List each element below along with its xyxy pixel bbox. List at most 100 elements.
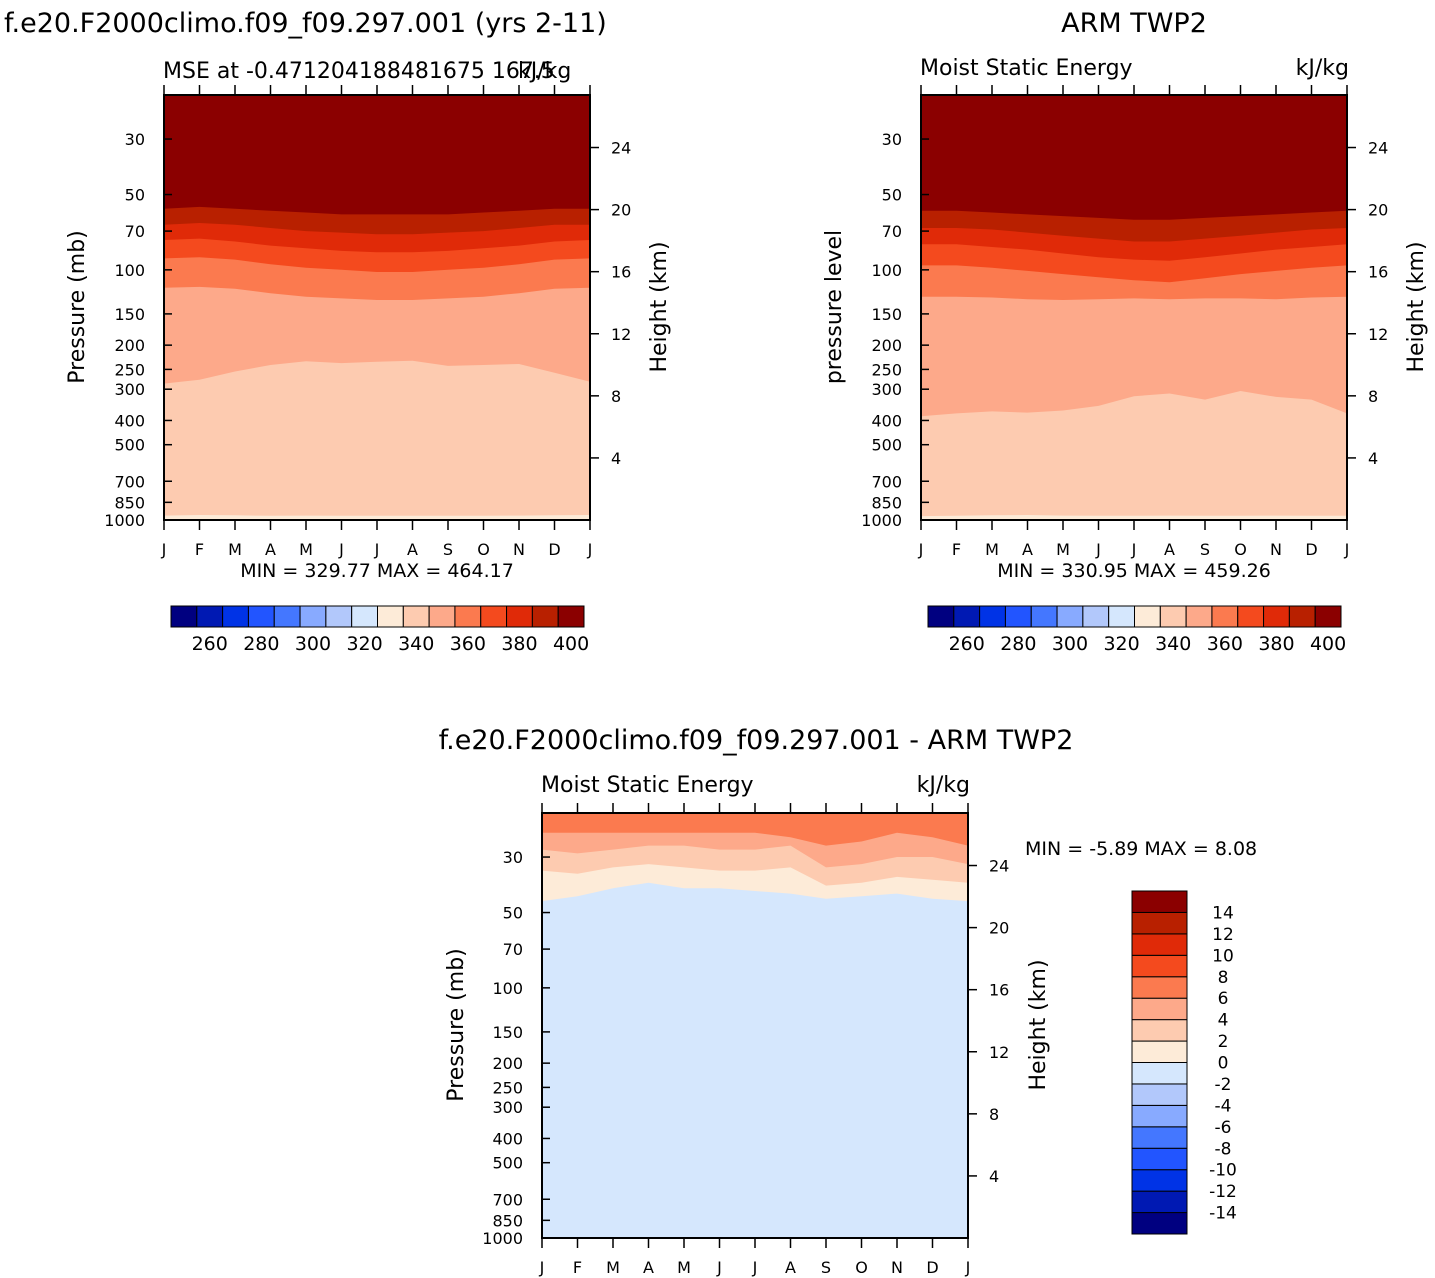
obs-htick-label: 24	[1368, 139, 1388, 158]
model-ptick-label: 500	[114, 436, 145, 455]
model-month-label: D	[548, 540, 560, 559]
obs-month-label: M	[985, 540, 999, 559]
obs-month-label: J	[1131, 540, 1137, 559]
diff-colorbar-swatch	[1131, 976, 1188, 999]
obs-ptick-label: 100	[871, 261, 902, 280]
obs-ptick-label: 50	[882, 186, 902, 205]
obs-ylabel: pressure level	[822, 230, 847, 384]
obs-colorbar-swatch	[979, 605, 1006, 628]
obs-colorbar-label: 260	[949, 633, 985, 655]
model-month-label: A	[265, 540, 276, 559]
model-colorbar-label: 280	[243, 633, 279, 655]
model-colorbar-swatch	[531, 605, 559, 628]
diff-month-label: F	[573, 1258, 582, 1277]
model-htick-label: 12	[611, 325, 631, 344]
obs-right-title: kJ/kg	[1296, 56, 1349, 81]
obs-month-label: D	[1305, 540, 1317, 559]
obs-htick-label: 4	[1368, 449, 1378, 468]
model-colorbar-label: 300	[295, 633, 331, 655]
obs-htick-label: 16	[1368, 263, 1388, 282]
diff-colorbar-swatch	[1131, 1040, 1188, 1063]
obs-colorbar-swatch	[1030, 605, 1058, 628]
model-colorbar-label: 340	[398, 633, 434, 655]
model-ptick-label: 70	[125, 222, 145, 241]
obs-ptick-label: 200	[871, 336, 902, 355]
obs-ptick-label: 250	[871, 360, 902, 379]
model-header: f.e20.F2000climo.f09_f09.297.001 (yrs 2-…	[4, 8, 607, 39]
diff-band-0	[542, 813, 968, 846]
diff-ylabel: Pressure (mb)	[444, 948, 469, 1102]
obs-month-label: A	[1164, 540, 1175, 559]
model-colorbar-swatch	[351, 605, 378, 628]
diff-right-title: kJ/kg	[917, 773, 970, 798]
obs-colorbar-swatch	[1056, 605, 1084, 628]
diff-ptick-label: 1000	[482, 1229, 523, 1248]
diff-panel: f.e20.F2000climo.f09_f09.297.001 - ARM T…	[439, 725, 1258, 1277]
obs-htick-label: 8	[1368, 387, 1378, 406]
diff-month-label: M	[677, 1258, 691, 1277]
model-month-label: O	[477, 540, 490, 559]
diff-colorbar-label: 14	[1212, 903, 1234, 923]
model-ylabel: Pressure (mb)	[65, 230, 90, 384]
diff-month-label: J	[716, 1258, 722, 1277]
model-colorbar-label: 400	[553, 633, 589, 655]
diff-header: f.e20.F2000climo.f09_f09.297.001 - ARM T…	[439, 725, 1074, 756]
diff-colorbar-label: 0	[1218, 1054, 1229, 1074]
diff-ptick-label: 30	[503, 848, 523, 867]
diff-month-label: D	[926, 1258, 938, 1277]
model-month-label: J	[338, 540, 344, 559]
diff-ptick-label: 500	[492, 1154, 523, 1173]
model-ptick-label: 30	[125, 130, 145, 149]
model-ptick-label: 100	[114, 261, 145, 280]
diff-month-label: J	[965, 1258, 971, 1277]
diff-ptick-label: 850	[492, 1211, 523, 1230]
model-month-label: N	[513, 540, 525, 559]
diff-colorbar-label: 2	[1218, 1032, 1229, 1052]
diff-htick-label: 4	[989, 1167, 999, 1186]
obs-colorbar: 260 280 300 320 340 360 380 400	[927, 605, 1346, 655]
diff-colorbar-swatch	[1131, 1212, 1188, 1235]
model-month-label: M	[228, 540, 242, 559]
obs-ptick-label: 300	[871, 380, 902, 399]
diff-ptick-label: 200	[492, 1054, 523, 1073]
diff-colorbar-swatch	[1131, 954, 1188, 978]
obs-colorbar-swatch	[1159, 605, 1187, 628]
obs-ptick-label: 700	[871, 472, 902, 491]
obs-colorbar-swatch	[1134, 605, 1161, 628]
diff-colorbar-swatch	[1131, 1169, 1188, 1192]
model-month-label: A	[407, 540, 418, 559]
obs-month-label: M	[1056, 540, 1070, 559]
model-left-title: MSE at -0.471204188481675 167.5	[163, 59, 555, 84]
diff-month-label: J	[539, 1258, 545, 1277]
obs-colorbar-swatch	[1288, 605, 1316, 628]
model-colorbar-swatch	[377, 605, 404, 628]
model-ptick-label: 200	[114, 336, 145, 355]
obs-stats: MIN = 330.95 MAX = 459.26	[997, 560, 1271, 582]
obs-month-label: O	[1234, 540, 1247, 559]
diff-colorbar-swatch	[1131, 1104, 1188, 1128]
model-ptick-label: 1000	[104, 511, 145, 530]
obs-month-label: F	[952, 540, 961, 559]
obs-colorbar-swatch	[1082, 605, 1110, 628]
diff-colorbar-swatch	[1131, 911, 1188, 935]
obs-ptick-label: 400	[871, 411, 902, 430]
obs-month-label: J	[918, 540, 924, 559]
diff-colorbar-swatch	[1131, 1083, 1188, 1106]
model-htick-label: 4	[611, 449, 621, 468]
diff-colorbar-swatch	[1131, 1019, 1188, 1042]
obs-colorbar-label: 360	[1207, 633, 1243, 655]
diff-htick-label: 8	[989, 1105, 999, 1124]
model-colorbar-label: 320	[346, 633, 382, 655]
model-colorbar-swatch	[273, 605, 301, 628]
diff-htick-label: 24	[989, 857, 1009, 876]
obs-month-label: N	[1270, 540, 1282, 559]
diff-y2label: Height (km)	[1026, 959, 1051, 1090]
obs-ptick-label: 500	[871, 436, 902, 455]
model-colorbar: 260 280 300 320 340 360 380 400	[170, 605, 589, 655]
diff-month-label: O	[855, 1258, 868, 1277]
diff-colorbar-label: 8	[1218, 968, 1229, 988]
